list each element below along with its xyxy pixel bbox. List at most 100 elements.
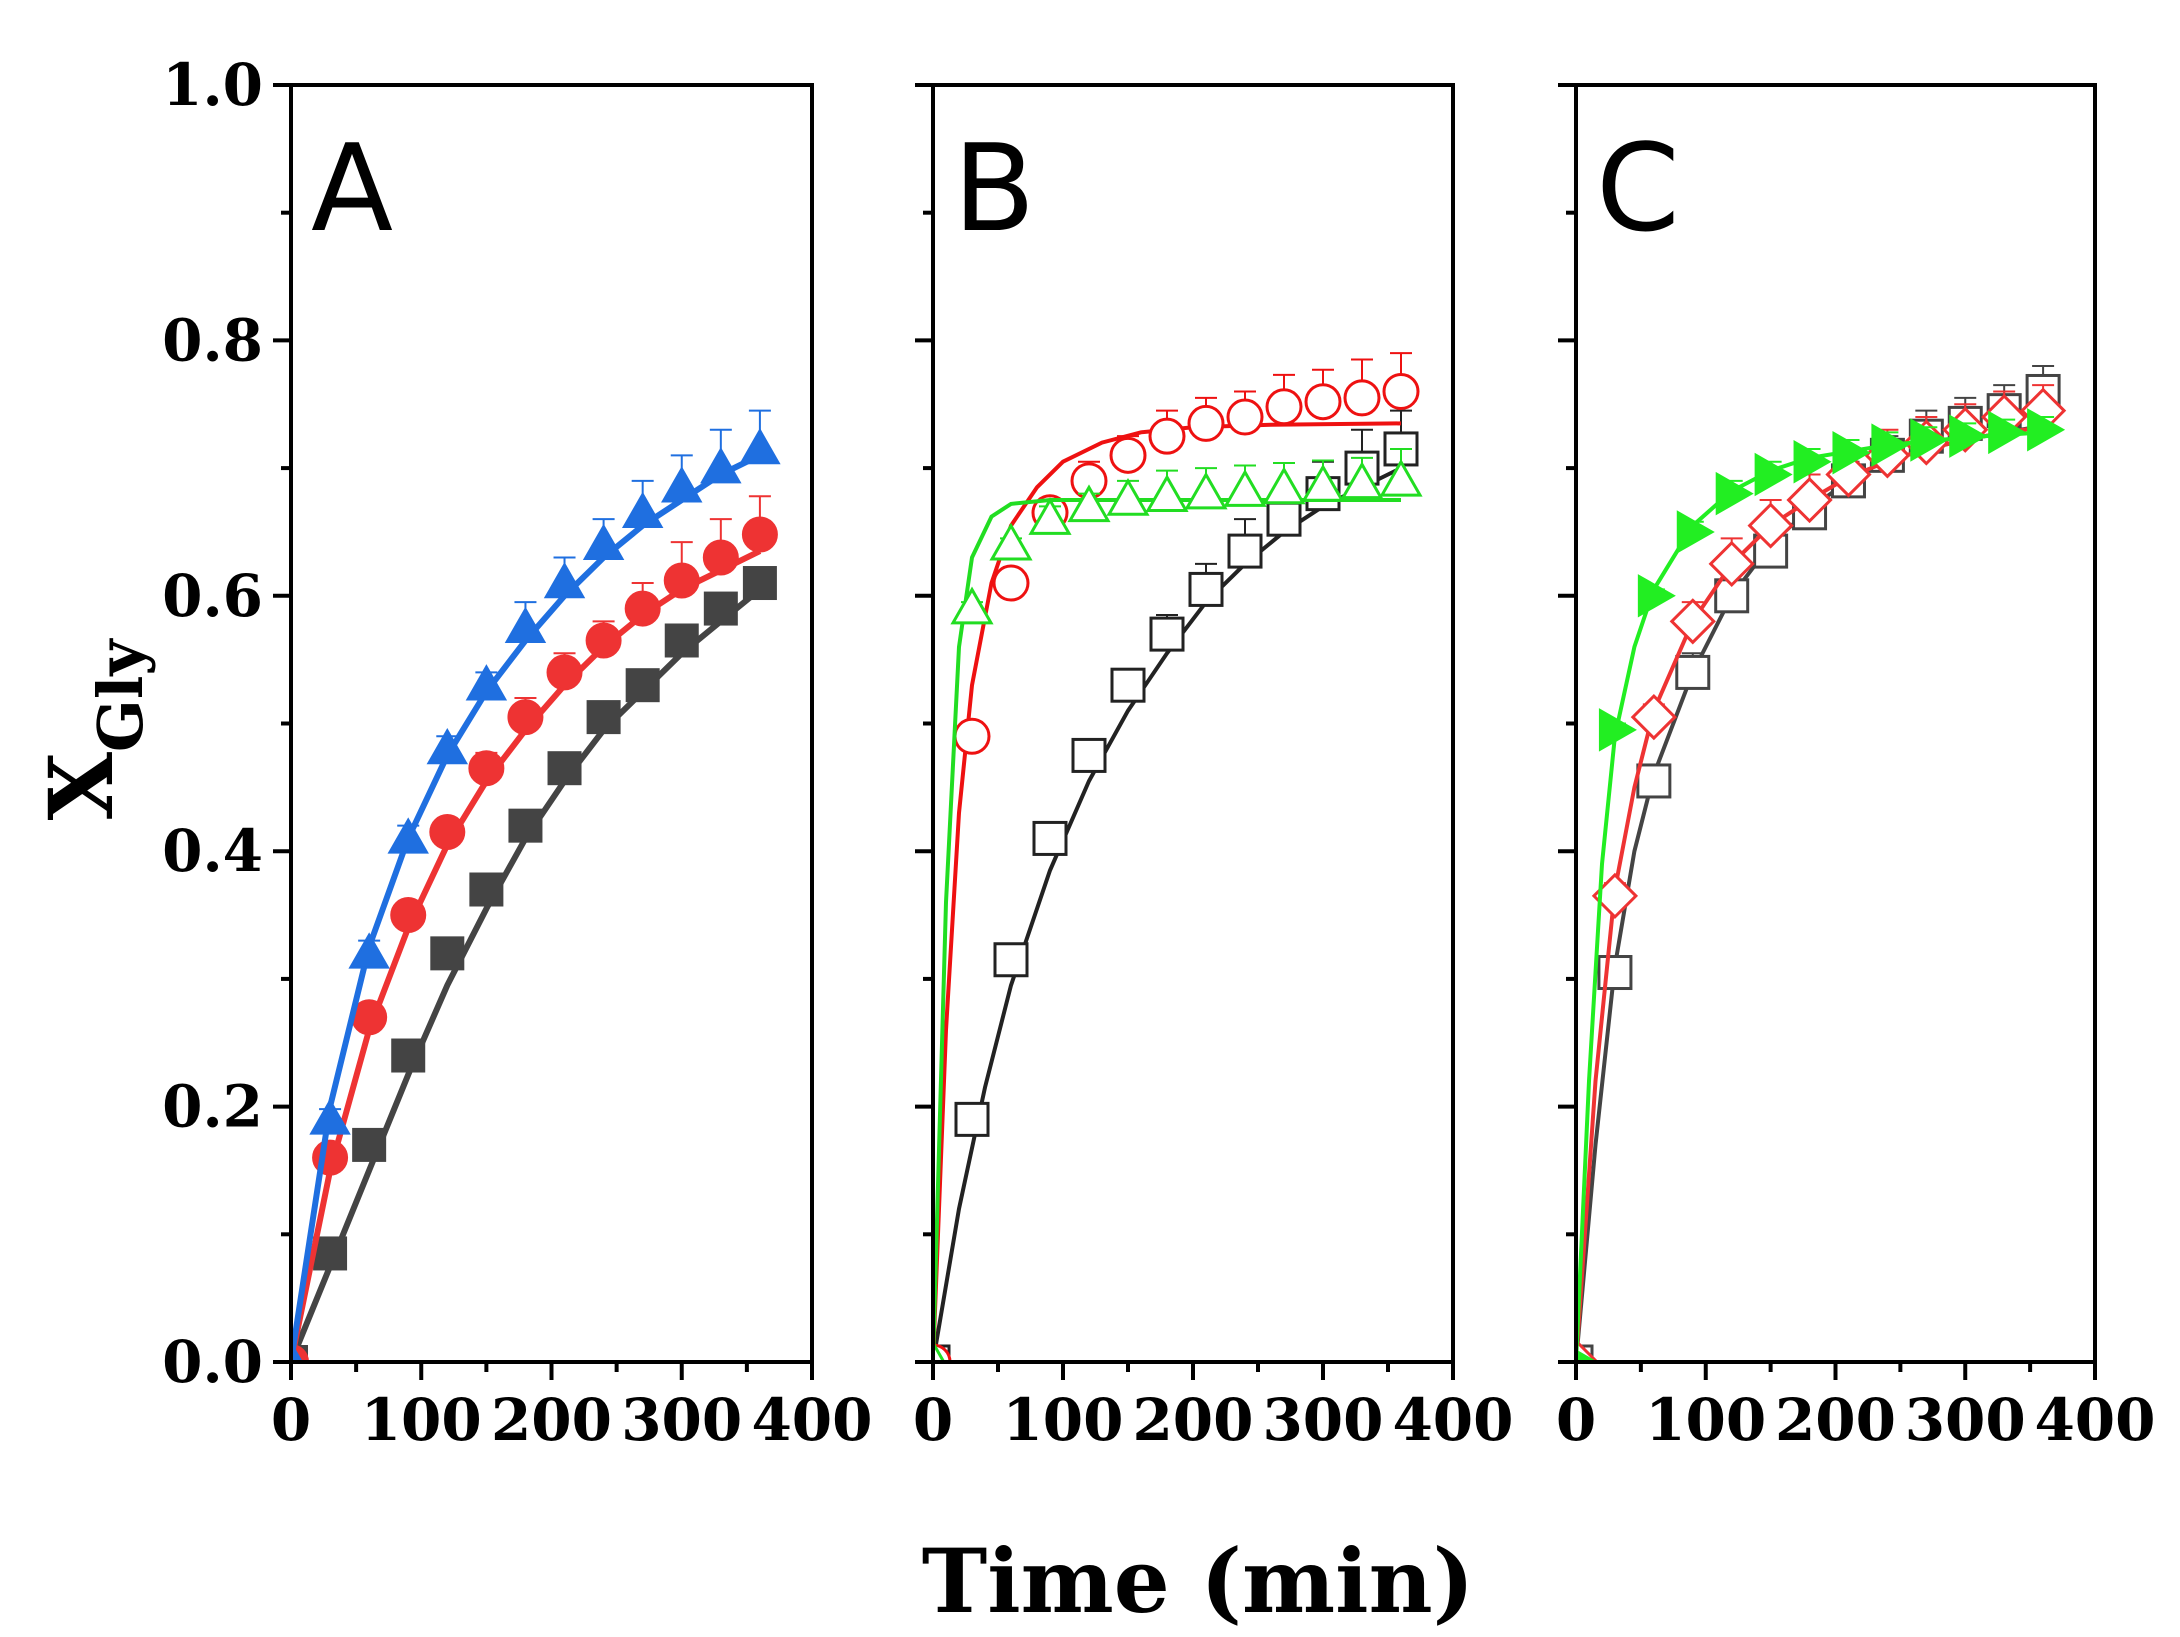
data-point xyxy=(468,750,505,787)
y-tick-label: 0.0 xyxy=(162,1328,263,1396)
data-point xyxy=(1187,404,1225,442)
data-point xyxy=(309,1098,351,1135)
data-point xyxy=(387,817,429,854)
x-tick-label: 200 xyxy=(1775,1386,1896,1454)
series-2 xyxy=(1576,384,2067,1362)
plot-frame xyxy=(931,83,1455,1364)
data-point xyxy=(1106,478,1150,516)
series-3 xyxy=(933,447,1423,1362)
data-point xyxy=(1067,484,1111,523)
y-tick-label: 1.0 xyxy=(162,51,263,119)
fit-line xyxy=(1576,425,2044,1362)
panel-label: A xyxy=(311,120,393,259)
data-point xyxy=(989,522,1033,561)
data-point xyxy=(1676,510,1715,554)
data-point xyxy=(1265,388,1303,426)
data-point xyxy=(663,562,700,599)
data-point xyxy=(703,591,738,626)
x-tick-label: 300 xyxy=(1262,1386,1383,1454)
plot-frame xyxy=(289,83,814,1364)
data-point xyxy=(1793,439,1832,484)
data-point xyxy=(950,586,994,625)
data-point xyxy=(739,427,781,465)
data-point xyxy=(1223,469,1267,507)
data-point xyxy=(547,751,582,786)
x-tick-label: 100 xyxy=(1645,1386,1766,1454)
data-point xyxy=(661,466,703,503)
data-point xyxy=(992,564,1030,602)
data-point xyxy=(1675,654,1711,690)
data-point xyxy=(1028,497,1072,535)
data-point xyxy=(1786,476,1833,524)
panel-label: C xyxy=(1596,120,1680,259)
x-tick-label: 0 xyxy=(1556,1386,1596,1454)
data-point xyxy=(621,491,664,529)
data-point xyxy=(742,566,777,601)
data-point xyxy=(1832,431,1871,475)
data-point xyxy=(313,1236,348,1271)
data-point xyxy=(585,622,622,659)
data-point xyxy=(1227,533,1263,569)
data-point xyxy=(1715,471,1754,516)
data-point xyxy=(1988,410,2027,455)
data-point xyxy=(1340,461,1384,500)
x-tick-label: 400 xyxy=(1392,1386,1513,1454)
y-axis-title-main: X xyxy=(29,751,133,820)
data-point xyxy=(1226,398,1264,436)
data-point xyxy=(625,668,660,703)
data-point xyxy=(933,1339,946,1362)
fit-line xyxy=(1576,430,2044,1362)
x-tick-label: 200 xyxy=(1132,1386,1253,1454)
data-point xyxy=(1148,417,1186,455)
data-point xyxy=(1379,458,1423,497)
data-point xyxy=(465,664,508,701)
data-point xyxy=(391,1038,426,1073)
data-point xyxy=(429,814,466,851)
data-point xyxy=(1301,463,1345,502)
data-point xyxy=(624,590,661,627)
data-point xyxy=(1110,667,1146,703)
data-point xyxy=(430,936,465,971)
x-tick-label: 300 xyxy=(1905,1386,2026,1454)
data-point xyxy=(1071,737,1107,773)
fit-line xyxy=(933,498,1401,1362)
data-point xyxy=(426,728,469,765)
y-axis-title: XGly xyxy=(29,638,157,821)
x-axis-title: Time (min) xyxy=(922,1529,1474,1633)
series-2 xyxy=(291,495,778,1362)
data-point xyxy=(546,654,583,691)
data-point xyxy=(1032,820,1068,856)
data-point xyxy=(1871,423,1910,467)
data-point xyxy=(741,516,778,553)
plot-frame xyxy=(1574,83,2097,1364)
data-point xyxy=(586,700,621,735)
data-point xyxy=(1304,383,1342,421)
data-point xyxy=(1382,372,1420,410)
data-point xyxy=(1708,540,1755,587)
data-point xyxy=(1636,763,1672,799)
fit-line xyxy=(933,421,1402,1362)
data-point xyxy=(1343,379,1381,417)
data-point xyxy=(1949,414,1988,458)
data-point xyxy=(291,1340,304,1362)
data-point xyxy=(2027,408,2066,452)
data-point xyxy=(1637,574,1676,618)
data-point xyxy=(1747,502,1794,549)
data-point xyxy=(1669,598,1716,645)
data-point xyxy=(1910,418,1949,462)
x-tick-label: 100 xyxy=(1002,1386,1123,1454)
panel-a: 0 100 200 300 400 0.0 0.2 0.4 0.6 0.8 1.0 A xyxy=(162,51,872,1454)
data-point xyxy=(543,562,586,599)
data-point xyxy=(1184,471,1228,510)
x-tick-label: 400 xyxy=(751,1386,872,1454)
data-point xyxy=(352,1127,387,1162)
series-3 xyxy=(291,409,781,1362)
data-point xyxy=(1598,708,1637,752)
fit-line xyxy=(933,466,1402,1362)
data-point xyxy=(993,942,1029,978)
y-tick-label: 0.8 xyxy=(162,306,263,374)
data-point xyxy=(953,717,991,755)
data-point xyxy=(1149,616,1185,652)
x-tick-label: 100 xyxy=(361,1386,482,1454)
data-point xyxy=(1754,452,1793,497)
